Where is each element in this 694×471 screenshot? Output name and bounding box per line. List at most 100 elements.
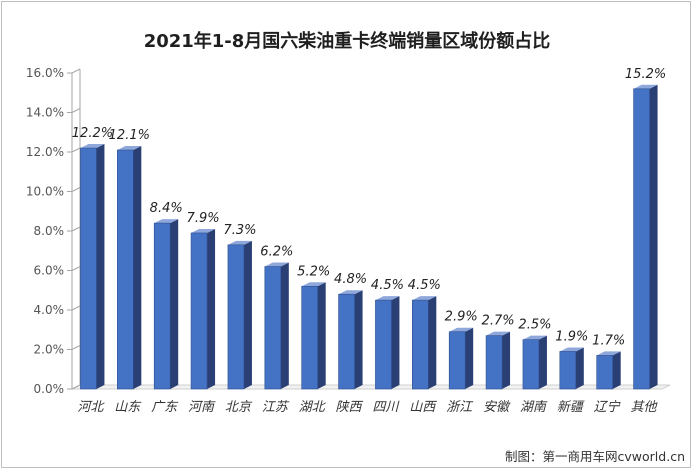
category-label: 山东 [114, 400, 142, 415]
category-label: 辽宁 [594, 400, 622, 415]
bar-front [227, 244, 245, 390]
y-axis-ticks: 0.0% 2.0% 4.0% 6.0% 8.0% 10.0% 12.0% 14.0% 16.0% [26, 66, 81, 396]
bar-北京 [227, 240, 252, 390]
data-label: 12.1% [109, 128, 150, 143]
y-tick-depth [71, 345, 81, 350]
bar-side [575, 347, 584, 389]
bars [80, 84, 658, 390]
bar-top [522, 335, 547, 340]
bar-side [465, 327, 474, 389]
y-tick-depth [71, 384, 81, 390]
y-tick-label: 6.0% [34, 264, 65, 278]
bar-front [301, 285, 318, 390]
data-label: 15.2% [625, 67, 666, 82]
bar-side [612, 351, 621, 389]
data-label: 12.2% [72, 126, 113, 141]
y-tick-label: 0.0% [34, 382, 65, 396]
bar-front [485, 335, 503, 390]
bar-front [596, 355, 613, 390]
category-label: 安徽 [483, 400, 511, 415]
bar-top [633, 84, 658, 89]
data-label: 8.4% [150, 201, 183, 216]
bar-安徽 [485, 331, 511, 390]
bar-front [80, 147, 97, 390]
category-label: 北京 [225, 399, 253, 415]
bar-top [596, 351, 621, 356]
y-tick-label: 14.0% [26, 106, 64, 120]
category-label: 陕西 [336, 400, 364, 415]
bar-front [190, 232, 208, 390]
category-label: 湖北 [299, 400, 327, 415]
bar-河北 [80, 144, 105, 390]
bar-front [633, 88, 650, 390]
y-tick-label: 8.0% [34, 224, 65, 238]
x-axis-categories: 河北 山东 广东 河南 北京 江苏 湖北 陕西 四川 山西 浙江 安徽 湖南 新疆 辽宁 其他 [77, 399, 658, 415]
bar-top [486, 331, 511, 336]
category-label: 其他 [631, 400, 659, 415]
category-label: 江苏 [262, 400, 290, 415]
category-label: 浙江 [446, 400, 474, 415]
bar-side [428, 296, 437, 389]
data-label: 7.3% [223, 223, 256, 238]
bar-side [317, 282, 326, 389]
y-tick-depth [71, 108, 81, 113]
data-label: 6.2% [260, 245, 293, 260]
bar-山东 [117, 146, 142, 390]
bar-side [170, 219, 179, 389]
bar-side [502, 331, 511, 389]
y-tick-depth [71, 147, 81, 153]
category-label: 新疆 [557, 400, 585, 415]
y-tick-depth [71, 68, 81, 74]
bar-top [301, 282, 326, 287]
bar-front [264, 266, 282, 390]
bar-top [191, 228, 216, 233]
data-labels: 12.2%12.1% 8.4% 7.9%7.3% 6.2% 5.2% 4.8% 4.5% 4.… [72, 67, 666, 349]
bar-top [154, 219, 179, 224]
y-tick-depth [71, 187, 81, 192]
category-label: 山西 [409, 400, 437, 415]
data-label: 2.7% [482, 314, 515, 329]
bar-湖南 [522, 335, 547, 390]
bar-top [338, 290, 363, 295]
bar-山西 [412, 296, 437, 390]
y-tick-depth [71, 305, 81, 311]
y-tick-depth [71, 266, 81, 271]
bar-江苏 [264, 262, 289, 390]
bar-top [227, 240, 252, 245]
bar-其他 [633, 84, 658, 390]
bar-side [649, 84, 658, 390]
bar-front [559, 351, 577, 390]
data-label: 1.7% [592, 333, 625, 348]
bar-陕西 [338, 290, 363, 390]
y-tick-label: 16.0% [26, 66, 64, 80]
bar-side [207, 228, 216, 389]
y-tick-label: 4.0% [34, 303, 65, 317]
bar-side [133, 146, 142, 389]
bar-新疆 [559, 347, 584, 390]
bar-side [280, 262, 289, 389]
bar-辽宁 [596, 351, 621, 390]
data-label: 4.5% [371, 278, 404, 293]
category-label: 湖南 [520, 400, 548, 415]
y-tick-label: 10.0% [26, 185, 64, 199]
bar-side [354, 290, 363, 389]
category-label: 四川 [372, 400, 400, 415]
category-label: 河南 [188, 400, 216, 415]
bar-side [391, 296, 400, 389]
data-label: 7.9% [187, 211, 220, 226]
bar-浙江 [448, 327, 474, 390]
data-label: 5.2% [297, 264, 330, 279]
bar-top [375, 296, 400, 301]
data-label: 4.8% [334, 272, 367, 287]
bar-front [522, 339, 540, 390]
bar-湖北 [301, 282, 326, 390]
y-tick-label: 2.0% [34, 343, 65, 357]
bar-top [117, 146, 142, 151]
bar-top [264, 262, 289, 267]
bar-front [412, 299, 429, 390]
data-label: 2.5% [518, 318, 551, 333]
bar-front [153, 222, 171, 390]
bar-side [538, 335, 547, 389]
